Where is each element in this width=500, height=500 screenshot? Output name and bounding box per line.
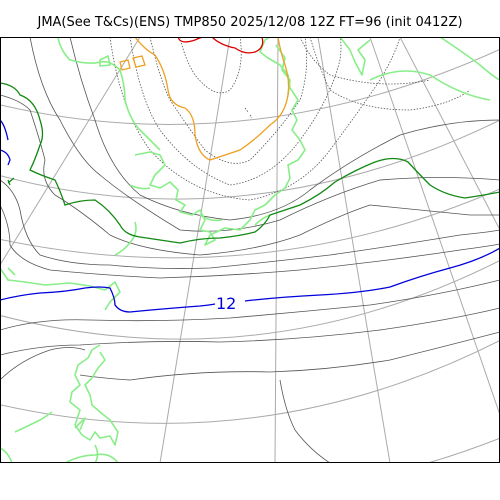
contour-blue-right	[244, 247, 500, 302]
contour-orange	[119, 37, 290, 161]
contour-red	[177, 37, 264, 54]
chart-title: JMA(See T&Cs)(ENS) TMP850 2025/12/08 12Z…	[37, 15, 463, 30]
map-frame	[0, 37, 500, 463]
latitude-lines	[0, 48, 500, 463]
contour-green	[0, 82, 500, 244]
isotherms	[0, 37, 500, 463]
longitude-lines	[0, 37, 500, 463]
coastlines	[0, 37, 500, 463]
dotted-isotherms	[109, 37, 471, 201]
contour-label-12: 12	[216, 294, 236, 313]
contour-green-fragment	[7, 177, 15, 186]
contour-blue-left-top	[0, 119, 11, 166]
contour-blue	[0, 286, 216, 313]
